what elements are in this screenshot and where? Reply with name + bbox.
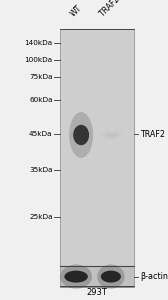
Ellipse shape (97, 265, 124, 289)
Ellipse shape (101, 130, 122, 140)
Text: 100kDa: 100kDa (25, 57, 53, 63)
Text: 25kDa: 25kDa (29, 214, 53, 220)
Text: 75kDa: 75kDa (29, 74, 53, 80)
Text: TRAF2 KD: TRAF2 KD (98, 0, 131, 18)
Bar (60, 28, 134, 266)
Text: TRAF2: TRAF2 (140, 130, 165, 139)
Text: WT: WT (69, 3, 84, 18)
Bar (60, 266, 134, 286)
Text: β-actin: β-actin (140, 272, 168, 281)
Ellipse shape (64, 271, 88, 283)
Ellipse shape (60, 265, 92, 289)
Ellipse shape (104, 133, 119, 137)
Text: 45kDa: 45kDa (29, 131, 53, 137)
Ellipse shape (73, 125, 89, 145)
Text: 140kDa: 140kDa (25, 40, 53, 46)
Text: 293T: 293T (87, 288, 108, 297)
Ellipse shape (69, 112, 93, 158)
Ellipse shape (101, 271, 121, 283)
Text: 35kDa: 35kDa (29, 167, 53, 173)
Text: 60kDa: 60kDa (29, 97, 53, 103)
